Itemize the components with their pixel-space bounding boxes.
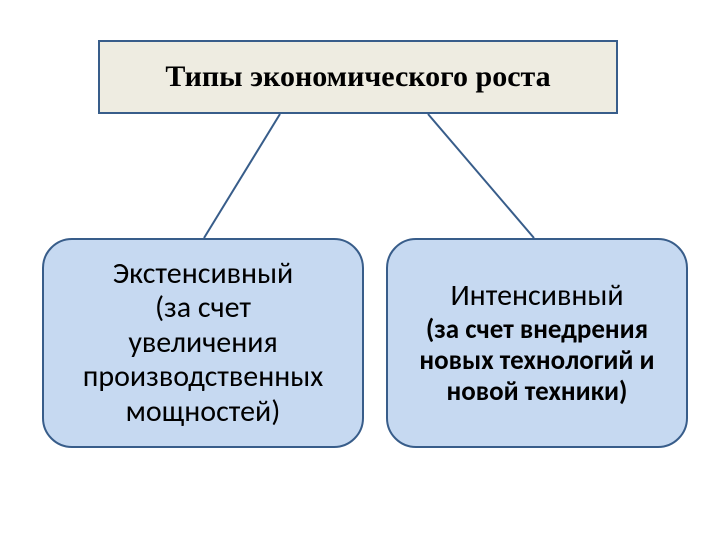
connector-left (204, 114, 280, 238)
left-sub-3: производственных (83, 360, 324, 395)
left-box: Экстенсивный (за счет увеличения произво… (42, 238, 364, 448)
left-sub-2: увеличения (128, 326, 277, 361)
right-box: Интенсивный (за счет внедрения новых тех… (386, 238, 688, 448)
left-sub-1: (за счет (155, 291, 251, 326)
title-box: Типы экономического роста (98, 40, 618, 114)
left-sub-4: мощностей) (126, 395, 281, 430)
left-heading: Экстенсивный (113, 257, 294, 292)
connector-right (428, 114, 534, 238)
right-sub-2: новых технологий и (419, 345, 654, 376)
title-text: Типы экономического роста (165, 60, 550, 94)
right-sub-1: (за счет внедрения (426, 314, 648, 345)
right-heading: Интенсивный (450, 279, 623, 314)
right-sub-3: новой техники) (447, 376, 628, 407)
